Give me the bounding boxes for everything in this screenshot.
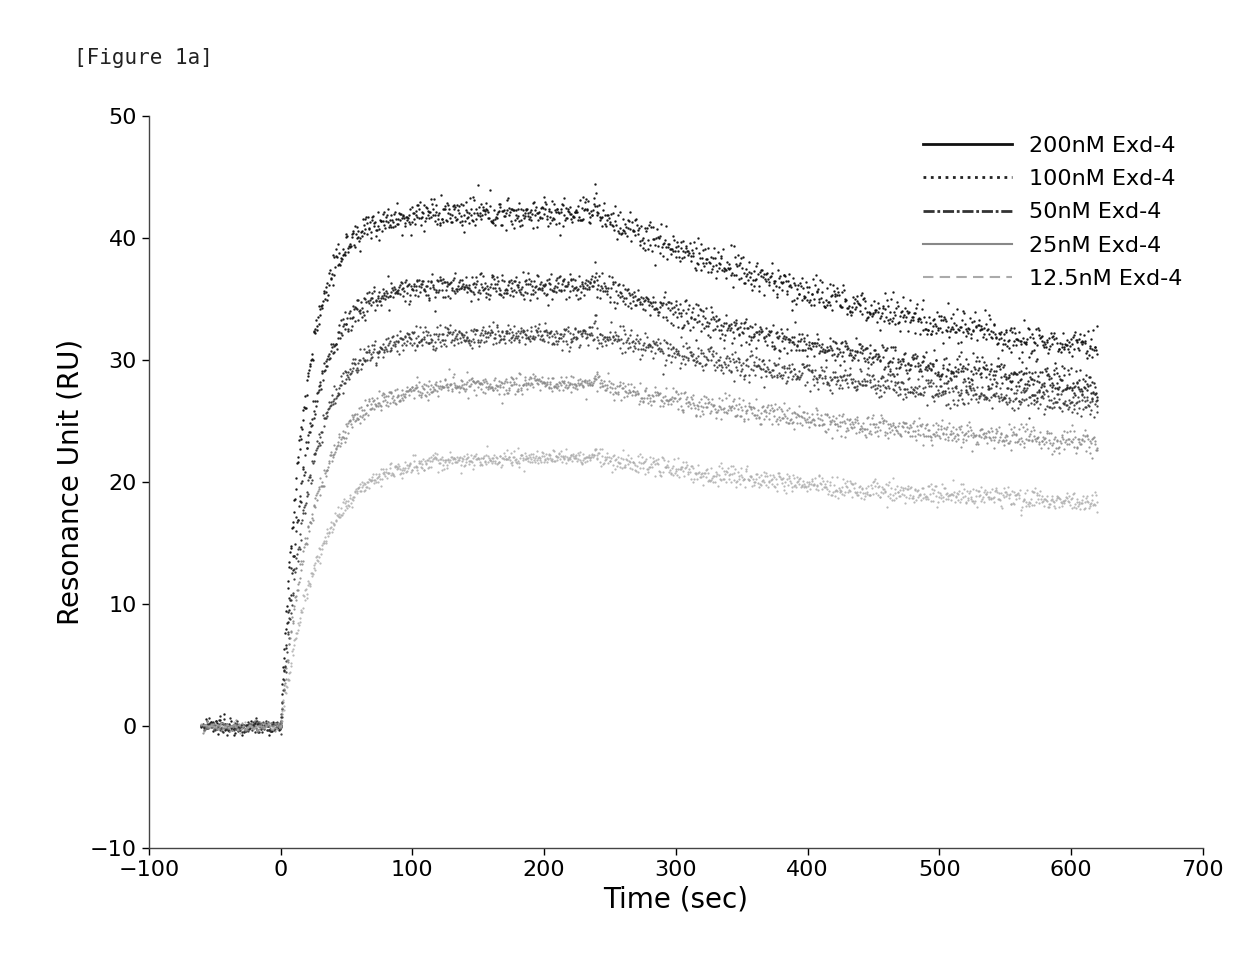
Legend: 200nM Exd-4, 100nM Exd-4, 50nM Exd-4, 25nM Exd-4, 12.5nM Exd-4: 200nM Exd-4, 100nM Exd-4, 50nM Exd-4, 25…: [914, 127, 1192, 298]
Text: [Figure 1a]: [Figure 1a]: [74, 48, 213, 68]
Y-axis label: Resonance Unit (RU): Resonance Unit (RU): [57, 339, 84, 625]
X-axis label: Time (sec): Time (sec): [604, 886, 748, 914]
